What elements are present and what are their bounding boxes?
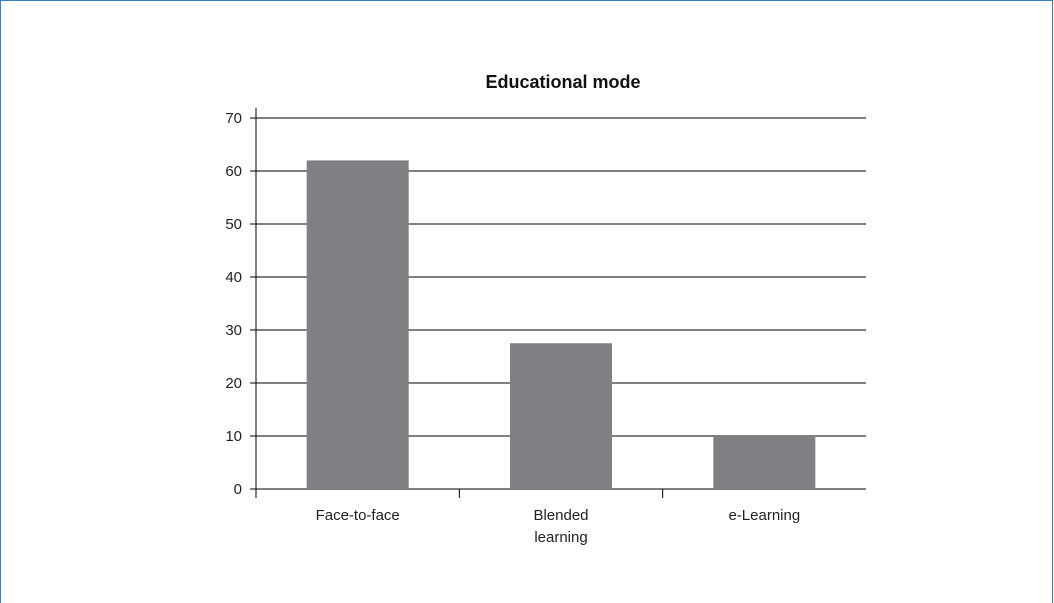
- y-tick-label: 60: [225, 163, 242, 180]
- y-tick-label: 20: [225, 375, 242, 392]
- y-tick-label: 0: [234, 481, 242, 498]
- labels: 0 10 20 30 40 50 60 70 Face-to-face Blended learni…: [225, 110, 800, 546]
- x-tick-label: Face-to-face: [316, 507, 400, 524]
- x-tick-label: e-Learning: [728, 507, 800, 524]
- bar: [306, 160, 409, 489]
- x-tick-label: Blended learning: [533, 507, 588, 546]
- bar: [713, 436, 816, 489]
- y-tick-label: 40: [225, 269, 242, 286]
- y-tick-label: 30: [225, 322, 242, 339]
- y-tick-label: 10: [225, 428, 242, 445]
- y-tick-label: 70: [225, 110, 242, 127]
- bar: [510, 343, 612, 489]
- bars: [306, 160, 816, 489]
- chart-title: Educational mode: [485, 72, 641, 92]
- y-tick-label: 50: [225, 216, 242, 233]
- axes: [250, 108, 664, 498]
